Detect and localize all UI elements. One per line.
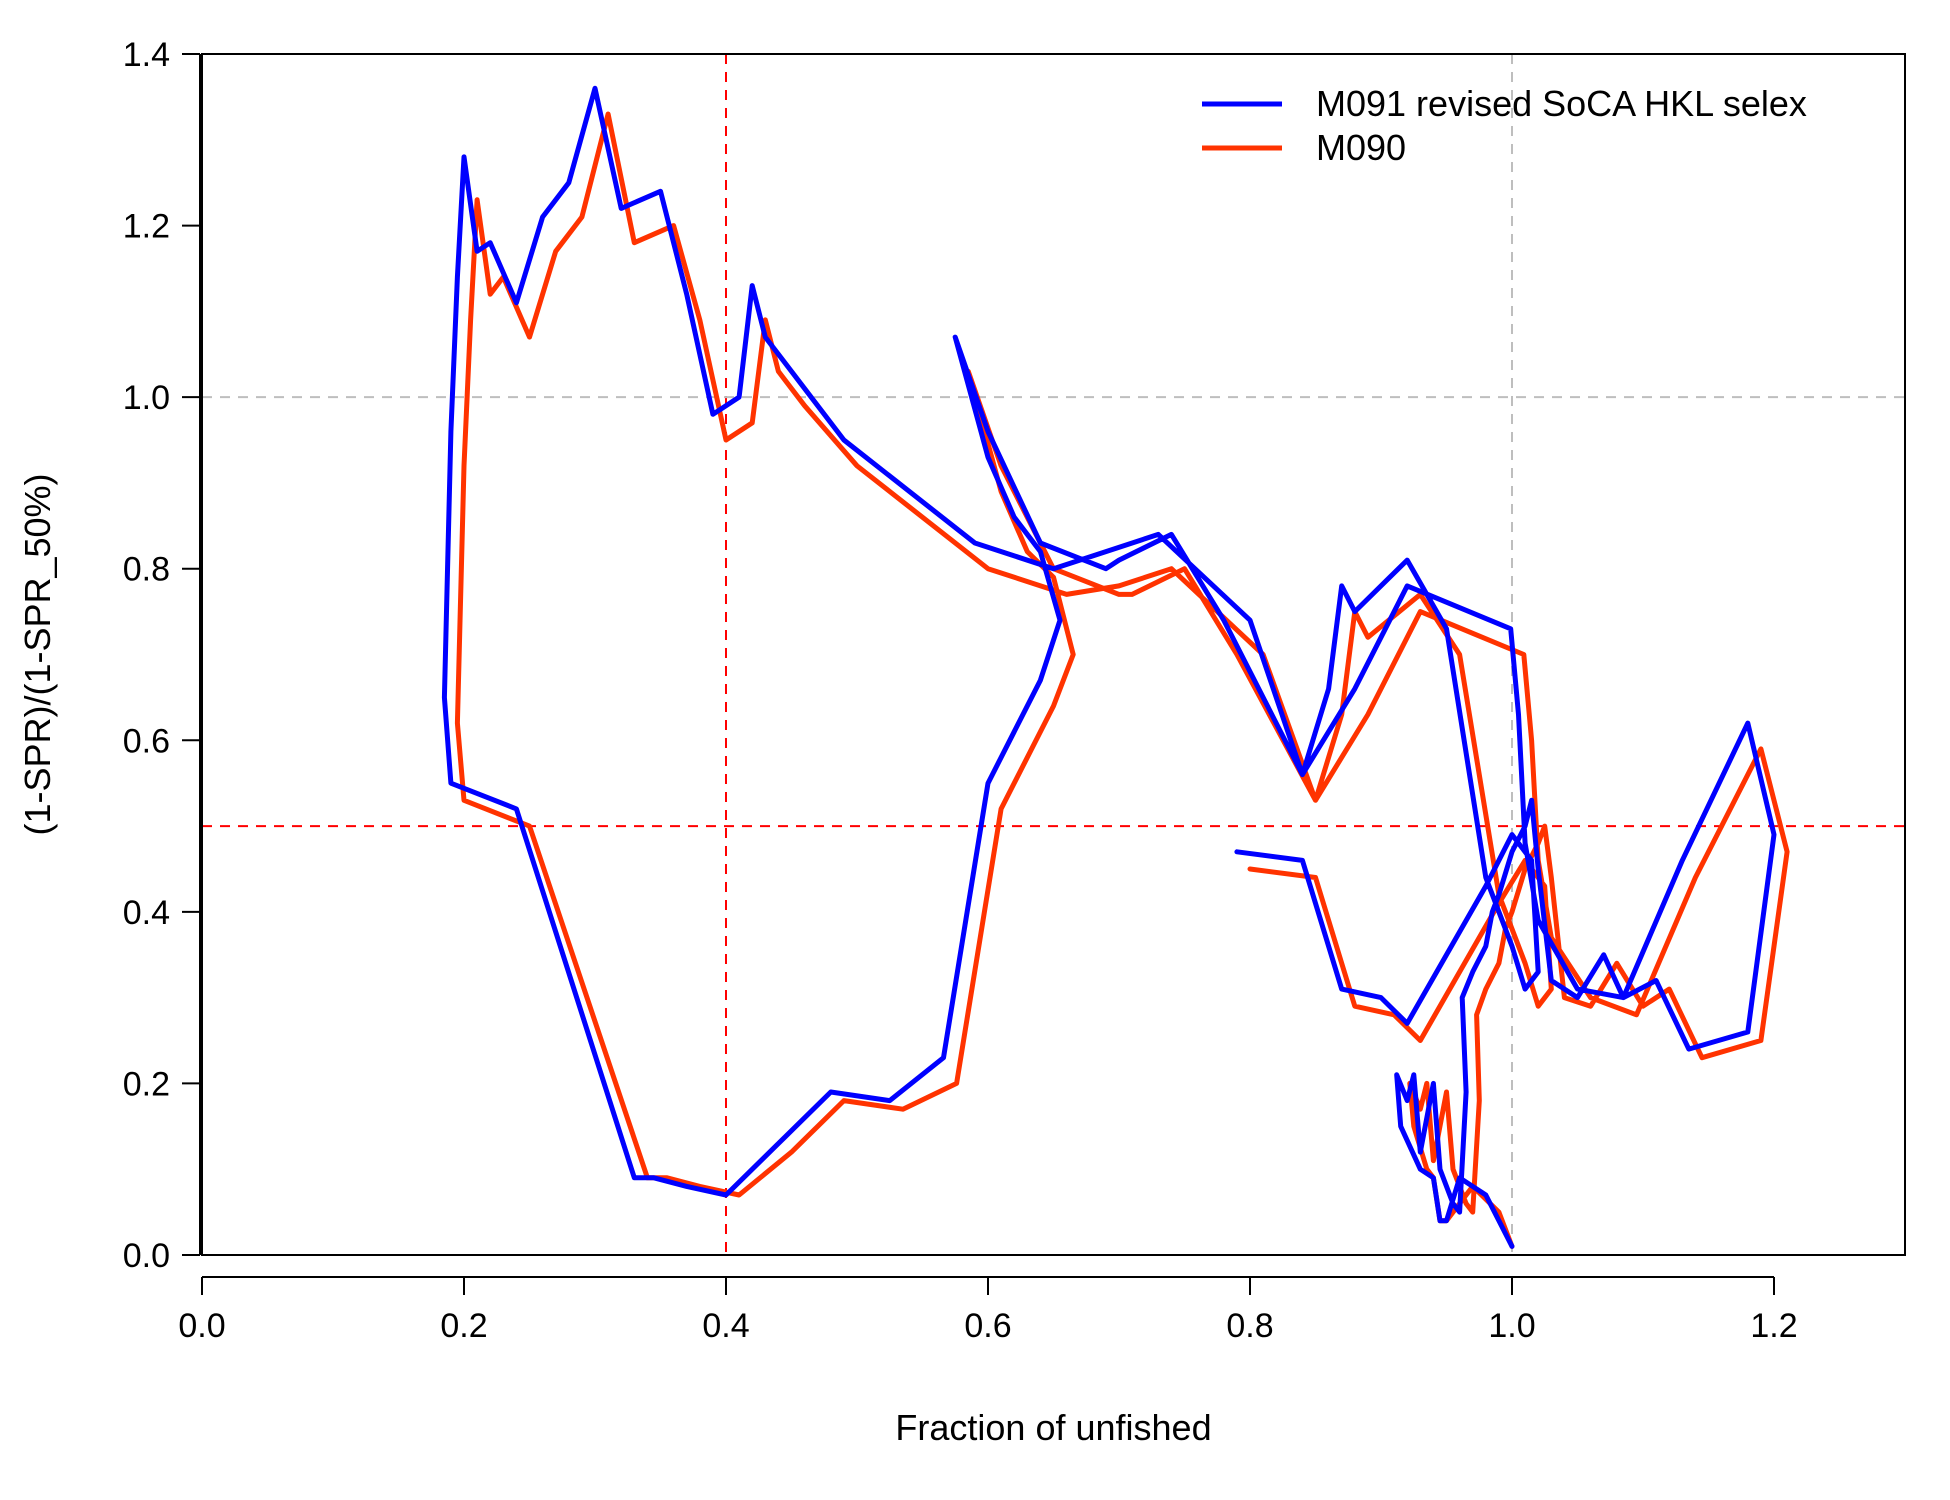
y-tick-label: 0.2 <box>123 1065 170 1103</box>
x-axis-title: Fraction of unfished <box>895 1407 1211 1448</box>
x-tick-label: 0.4 <box>702 1307 749 1345</box>
legend-label-1: M090 <box>1316 127 1406 168</box>
y-tick-label: 1.4 <box>123 36 170 74</box>
series-layer <box>441 85 1790 1249</box>
y-tick-label: 1.0 <box>123 379 170 417</box>
series-line-0 <box>441 85 1777 1249</box>
x-tick-label: 1.0 <box>1488 1307 1535 1345</box>
legend-label-0: M091 revised SoCA HKL selex <box>1316 83 1807 124</box>
x-tick-label: 1.2 <box>1750 1307 1797 1345</box>
y-tick-label: 0.8 <box>123 551 170 589</box>
y-axis: 0.0 0.2 0.4 0.6 0.8 1.0 1.2 1.4 <box>123 36 201 1275</box>
x-axis: 0.0 0.2 0.4 0.6 0.8 1.0 1.2 <box>178 1276 1798 1345</box>
y-axis-title: (1-SPR)/(1-SPR_50%) <box>17 473 58 835</box>
x-tick-label: 0.0 <box>178 1307 225 1345</box>
y-tick-label: 0.0 <box>123 1237 170 1275</box>
x-tick-label: 0.6 <box>964 1307 1011 1345</box>
plot-frame <box>201 53 1906 1256</box>
y-tick-label: 0.6 <box>123 722 170 760</box>
y-tick-label: 0.4 <box>123 894 170 932</box>
series-line-1 <box>454 111 1790 1249</box>
y-tick-label: 1.2 <box>123 208 170 246</box>
x-tick-label: 0.8 <box>1226 1307 1273 1345</box>
x-tick-label: 0.2 <box>440 1307 487 1345</box>
